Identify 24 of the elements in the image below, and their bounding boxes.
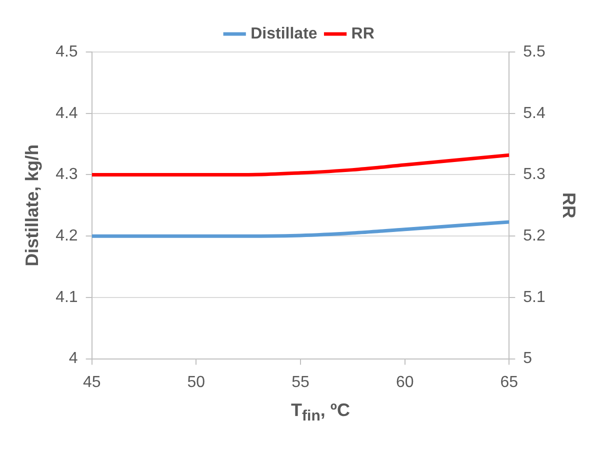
- y-tick-label: 4.4: [56, 104, 78, 122]
- legend-label: Distillate: [250, 25, 318, 42]
- y2-axis-title: RR: [559, 192, 580, 218]
- y2-tick-label: 5.2: [523, 227, 546, 244]
- y2-tick-label: 5.5: [523, 43, 546, 60]
- x-tick-label: 60: [396, 374, 414, 391]
- line-series: [92, 153, 510, 176]
- legend-label: RR: [351, 25, 375, 42]
- y2-tick-label: 5.3: [523, 166, 546, 184]
- y-tick-label: 4.2: [56, 227, 78, 244]
- y2-tick-label: 5.1: [523, 288, 546, 306]
- x-tick-label: 50: [187, 374, 206, 391]
- x-axis-title: T$_{fin}$, ºC: [290, 400, 351, 425]
- y2-tick-label: 5.4: [523, 104, 546, 122]
- y-axis-title: Distillate, kg/h: [22, 144, 42, 266]
- x-tick-label: 55: [292, 374, 310, 391]
- y-tick-label: 4.3: [56, 166, 78, 184]
- y-tick-label: 4.5: [56, 43, 78, 60]
- y-tick-label: 4.1: [56, 288, 78, 306]
- x-tick-label: 65: [500, 374, 518, 391]
- y2-tick-label: 5: [523, 350, 532, 368]
- y-tick-label: 4: [68, 350, 78, 368]
- x-tick-label: 45: [82, 374, 101, 391]
- line-series: [92, 220, 510, 238]
